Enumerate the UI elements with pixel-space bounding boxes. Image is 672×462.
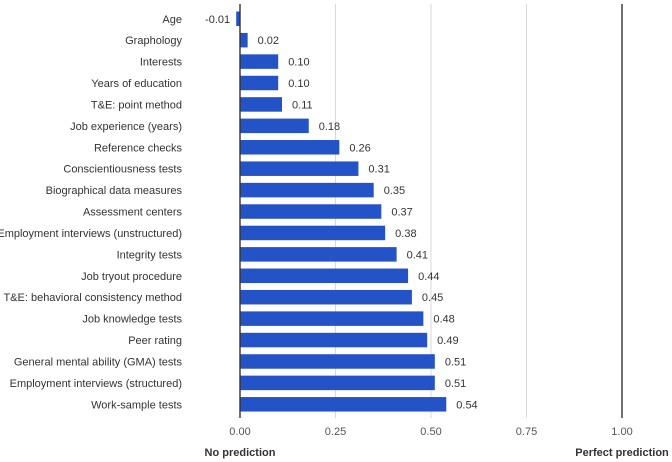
category-label: Job tryout procedure	[81, 271, 182, 283]
bars	[236, 11, 447, 412]
value-label: 0.26	[349, 142, 370, 154]
bar	[240, 225, 386, 241]
category-label: Job knowledge tests	[82, 314, 182, 326]
value-label: 0.51	[445, 378, 466, 390]
value-label: -0.01	[205, 14, 230, 26]
value-label: 0.18	[319, 121, 340, 133]
x-tick-label: 0.00	[229, 426, 250, 438]
bar	[240, 54, 279, 69]
bar	[240, 289, 412, 305]
value-label: 0.48	[433, 314, 454, 326]
value-label: 0.51	[445, 356, 466, 368]
value-label: 0.35	[384, 185, 405, 197]
category-label: Biographical data measures	[46, 185, 183, 197]
value-label: 0.37	[391, 207, 412, 219]
bar	[240, 204, 382, 219]
value-label: 0.38	[395, 228, 416, 240]
bar	[240, 268, 409, 284]
category-label: Job experience (years)	[70, 121, 182, 133]
category-label: Employment interviews (unstructured)	[0, 228, 182, 240]
x-tick-label: 1.00	[611, 426, 632, 438]
category-label: T&E: point method	[91, 99, 182, 111]
category-label: Interests	[140, 57, 183, 69]
value-label: 0.31	[368, 164, 389, 176]
category-label: Reference checks	[94, 142, 183, 154]
value-label: 0.10	[288, 78, 309, 90]
value-label: 0.41	[407, 249, 428, 261]
bar	[240, 97, 283, 112]
value-labels: -0.01 0.02 0.10 0.10 0.11 0.18 0.26 0.31 0.35 0.3…	[205, 14, 478, 412]
x-axis-ticks: 0.00 0.25 0.50 0.75 1.00	[229, 426, 632, 438]
bar	[240, 375, 435, 391]
category-label: General mental ability (GMA) tests	[14, 356, 183, 368]
value-label: 0.44	[418, 271, 439, 283]
bar	[240, 75, 279, 91]
bar	[240, 161, 359, 176]
value-label: 0.02	[258, 35, 279, 47]
value-label: 0.11	[292, 99, 313, 111]
reference-lines	[239, 4, 623, 418]
bar	[240, 118, 309, 134]
category-label: T&E: behavioral consistency method	[3, 292, 182, 304]
value-label: 0.45	[422, 292, 443, 304]
bar	[240, 354, 435, 369]
x-tick-label: 0.50	[420, 426, 441, 438]
x-tick-label: 0.25	[325, 426, 346, 438]
bar	[240, 332, 428, 348]
bar	[236, 11, 240, 26]
bar	[240, 247, 397, 262]
category-label: Graphology	[125, 35, 182, 47]
category-label: Years of education	[91, 78, 182, 90]
value-label: 0.10	[288, 57, 309, 69]
bar	[240, 32, 248, 48]
axis-note-right: Perfect prediction	[575, 447, 669, 459]
category-label: Age	[162, 14, 182, 26]
bar	[240, 397, 447, 412]
category-label: Employment interviews (structured)	[10, 378, 182, 390]
value-label: 0.54	[456, 399, 477, 411]
category-labels: Age Graphology Interests Years of education…	[0, 14, 182, 412]
bar	[240, 311, 424, 326]
x-tick-label: 0.75	[516, 426, 537, 438]
category-label: Work-sample tests	[91, 399, 182, 411]
bar	[240, 140, 340, 155]
category-label: Integrity tests	[117, 249, 183, 261]
category-label: Assessment centers	[83, 207, 183, 219]
bar	[240, 182, 374, 198]
axis-note-left: No prediction	[205, 447, 276, 459]
value-label: 0.49	[437, 335, 458, 347]
category-label: Conscientiousness tests	[63, 164, 182, 176]
category-label: Peer rating	[128, 335, 182, 347]
